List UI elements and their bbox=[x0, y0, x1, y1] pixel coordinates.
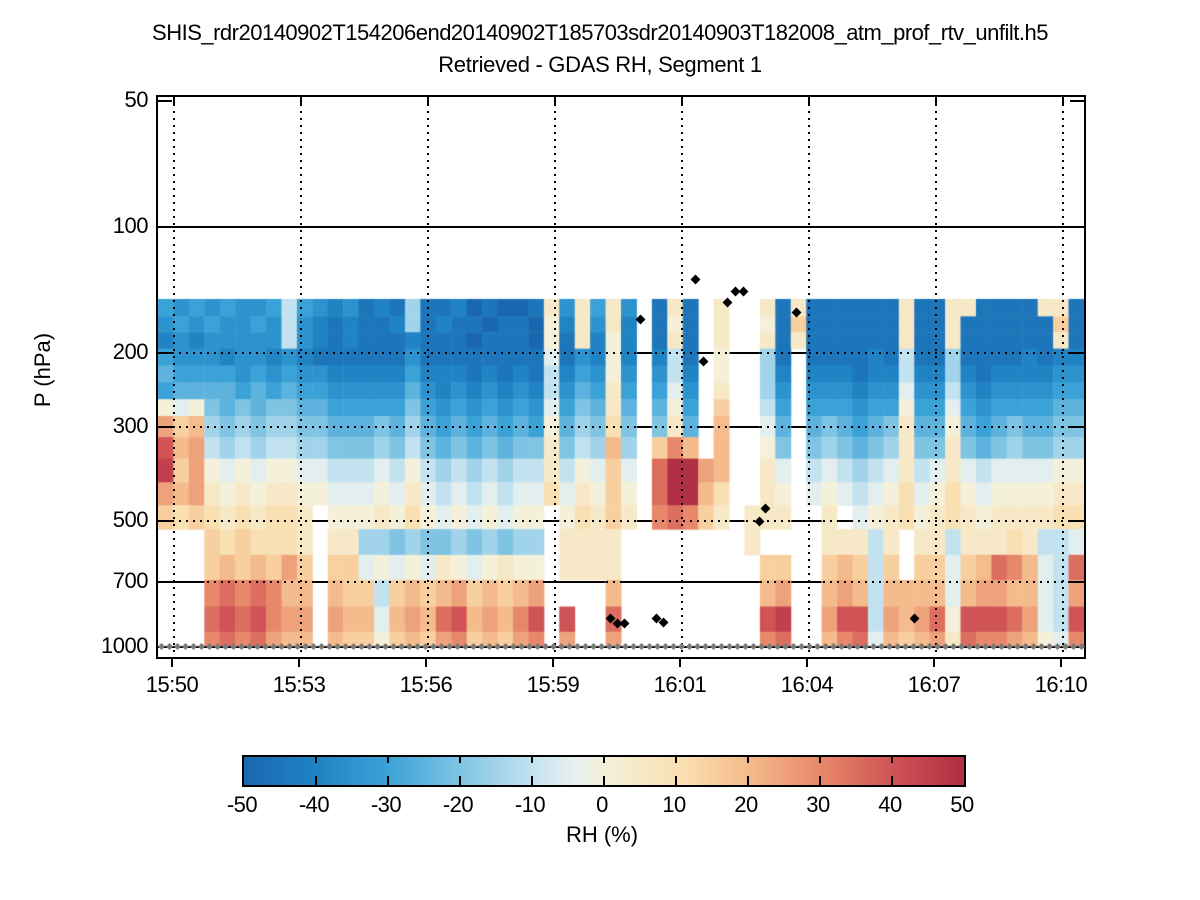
colorbar-tick-label: 20 bbox=[734, 792, 758, 817]
y-tick-mark bbox=[1070, 426, 1084, 429]
x-tick-mark bbox=[1061, 97, 1064, 105]
y-tick-mark bbox=[158, 99, 172, 102]
y-tick-label: 300 bbox=[112, 413, 149, 439]
x-tick-mark bbox=[172, 97, 175, 105]
colorbar-tick bbox=[603, 757, 605, 763]
y-tick-mark bbox=[158, 426, 172, 429]
colorbar-tick bbox=[387, 757, 389, 763]
y-tick-mark bbox=[158, 352, 172, 355]
y-tick-mark bbox=[1070, 226, 1084, 228]
rh-heatmap-canvas bbox=[158, 97, 1084, 657]
y-tick-mark bbox=[158, 519, 172, 522]
colorbar-tick-label: 0 bbox=[596, 792, 608, 817]
colorbar-tick-label: -40 bbox=[298, 792, 330, 817]
y-tick-mark bbox=[1070, 646, 1084, 648]
x-gridline-1559 bbox=[554, 97, 557, 657]
x-gridline-1607 bbox=[935, 97, 938, 657]
x-tick-label: 16:01 bbox=[653, 672, 707, 697]
pressure-gridline-300 bbox=[158, 426, 1084, 429]
colorbar-tick bbox=[315, 776, 317, 785]
colorbar bbox=[242, 755, 966, 787]
colorbar-tick-label: 40 bbox=[878, 792, 902, 817]
colorbar-tick bbox=[531, 757, 533, 763]
x-tick-label: 15:59 bbox=[526, 672, 580, 697]
pressure-line-1000 bbox=[158, 646, 1084, 648]
y-tick-mark bbox=[1070, 99, 1084, 102]
y-tick-label: 700 bbox=[112, 567, 149, 593]
colorbar-tick bbox=[891, 776, 893, 785]
x-tick-mark bbox=[680, 97, 683, 105]
x-gridline-1553 bbox=[300, 97, 303, 657]
x-tick-mark bbox=[300, 97, 303, 105]
x-gridline-1550 bbox=[172, 97, 175, 657]
colorbar-tick-label: 10 bbox=[662, 792, 686, 817]
y-axis-label: P (hPa) bbox=[30, 332, 55, 408]
x-gridline-1610 bbox=[1061, 97, 1064, 657]
x-gridline-1601 bbox=[680, 97, 683, 657]
y-tick-mark bbox=[1070, 519, 1084, 522]
colorbar-tick-label: -10 bbox=[514, 792, 546, 817]
y-tick-label: 1000 bbox=[101, 633, 148, 658]
colorbar-tick bbox=[459, 776, 461, 785]
x-tick-mark bbox=[935, 97, 938, 105]
x-tick-mark bbox=[424, 659, 427, 667]
x-gridline-1556 bbox=[426, 97, 429, 657]
colorbar-tick-label: -20 bbox=[442, 792, 474, 817]
y-tick-mark bbox=[1070, 580, 1084, 583]
x-tick-label: 16:10 bbox=[1034, 672, 1088, 697]
pressure-line-100 bbox=[158, 226, 1084, 228]
pressure-gridline-700 bbox=[158, 580, 1084, 583]
colorbar-tick bbox=[819, 776, 821, 785]
colorbar-tick-label: 50 bbox=[950, 792, 974, 817]
y-tick-label: 500 bbox=[112, 506, 149, 532]
colorbar-tick-label: 30 bbox=[806, 792, 830, 817]
colorbar-tick bbox=[459, 757, 461, 763]
x-tick-label: 15:56 bbox=[399, 672, 453, 697]
x-tick-label: 15:53 bbox=[272, 672, 326, 697]
colorbar-tick bbox=[891, 757, 893, 763]
y-tick-label: 50 bbox=[124, 87, 149, 112]
x-tick-mark bbox=[1059, 659, 1062, 667]
x-tick-mark bbox=[554, 97, 557, 105]
x-tick-label: 16:04 bbox=[780, 672, 834, 697]
colorbar-tick bbox=[675, 757, 677, 763]
x-tick-label: 15:50 bbox=[145, 672, 199, 697]
y-tick-mark bbox=[158, 226, 172, 228]
colorbar-tick bbox=[531, 776, 533, 785]
figure-subtitle: Retrieved - GDAS RH, Segment 1 bbox=[438, 52, 762, 77]
x-tick-mark bbox=[933, 659, 936, 667]
pressure-gridline-200 bbox=[158, 352, 1084, 355]
y-tick-label: 200 bbox=[112, 339, 149, 365]
colorbar-tick bbox=[315, 757, 317, 763]
colorbar-tick bbox=[747, 757, 749, 763]
pressure-gridline-500 bbox=[158, 519, 1084, 522]
y-tick-mark bbox=[158, 646, 172, 648]
colorbar-tick bbox=[387, 776, 389, 785]
x-tick-mark bbox=[808, 97, 810, 105]
x-tick-mark bbox=[426, 97, 429, 105]
x-tick-mark bbox=[170, 659, 173, 667]
colorbar-tick-label: -30 bbox=[370, 792, 402, 817]
x-tick-mark bbox=[552, 659, 555, 667]
plot-area bbox=[156, 95, 1086, 659]
x-gridline-1604 bbox=[808, 97, 810, 657]
colorbar-tick bbox=[603, 776, 605, 785]
x-tick-mark bbox=[806, 659, 808, 667]
colorbar-tick-label: -50 bbox=[226, 792, 258, 817]
colorbar-tick bbox=[747, 776, 749, 785]
figure-title: SHIS_rdr20140902T154206end20140902T18570… bbox=[152, 20, 1048, 45]
colorbar-tick bbox=[819, 757, 821, 763]
y-tick-mark bbox=[1070, 352, 1084, 355]
y-tick-label: 100 bbox=[112, 213, 149, 238]
x-tick-label: 16:07 bbox=[907, 672, 961, 697]
colorbar-label: RH (%) bbox=[565, 822, 639, 847]
y-tick-mark bbox=[158, 580, 172, 583]
colorbar-tick bbox=[675, 776, 677, 785]
x-tick-mark bbox=[678, 659, 681, 667]
x-tick-mark bbox=[298, 659, 301, 667]
